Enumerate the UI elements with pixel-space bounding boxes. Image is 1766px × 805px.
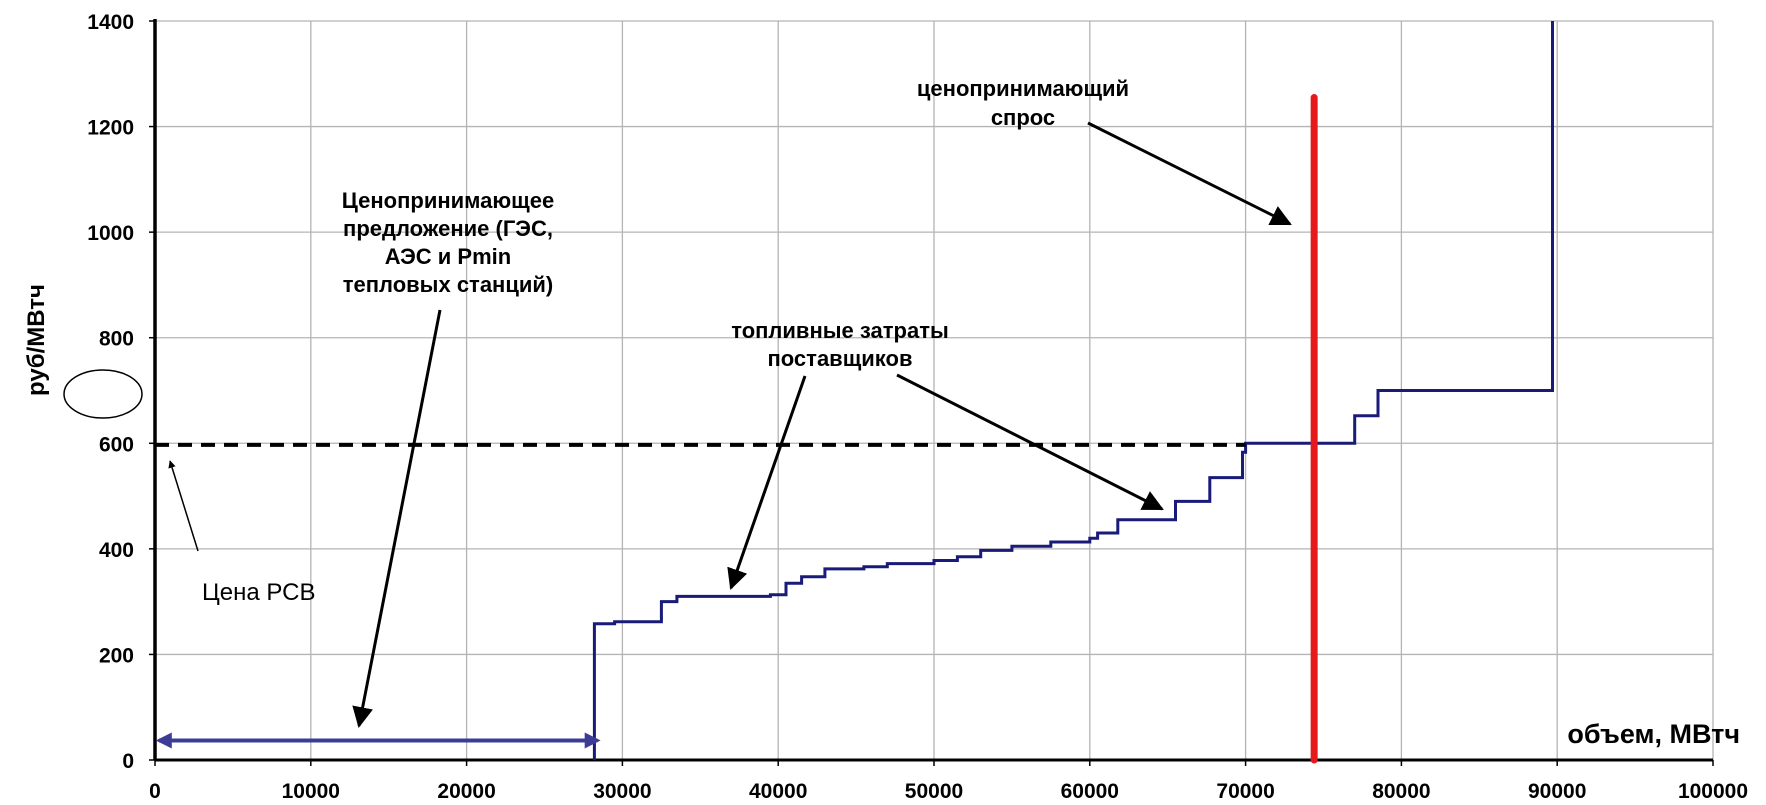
x-tick-label: 60000	[1061, 780, 1119, 803]
demand-annotation-line-1: ценопринимающий	[917, 76, 1129, 101]
demand-annotation-line-2: спрос	[991, 105, 1055, 130]
y-tick-label: 600	[99, 433, 134, 456]
fuel-annotation-line-1: топливные затраты	[731, 318, 949, 343]
x-tick-label: 80000	[1372, 780, 1430, 803]
price-annotation-label: Цена РСВ	[202, 579, 315, 606]
y-tick-label: 800	[99, 328, 134, 351]
x-axis-label: объем, МВтч	[1567, 719, 1740, 749]
y-tick-labels: 0 200 400 600 800 1000 1200 1400	[87, 11, 134, 773]
x-tick-label: 90000	[1528, 780, 1586, 803]
x-tick-label: 70000	[1216, 780, 1274, 803]
x-tick-label: 0	[149, 780, 161, 803]
y-axis-label: руб/МВтч	[23, 284, 50, 396]
y-tick-label: 400	[99, 539, 134, 562]
x-tick-label: 20000	[437, 780, 495, 803]
x-tick-labels: 0 10000 20000 30000 40000 50000 60000 70000 8000…	[149, 780, 1748, 803]
price-annotation: Цена РСВ	[168, 460, 315, 606]
price-arrow	[168, 460, 199, 552]
offer-arrow	[352, 309, 442, 729]
offer-annotation-line-1: Ценопринимающее	[342, 188, 554, 213]
offer-annotation-line-3: АЭС и Pmin	[385, 244, 511, 269]
x-tick-label: 100000	[1678, 780, 1748, 803]
fuel-annotation: топливные затраты поставщиков	[727, 318, 1164, 590]
gridlines	[155, 20, 1714, 760]
x-tick-label: 40000	[749, 780, 807, 803]
y-tick-label: 1000	[87, 222, 134, 245]
axes	[149, 19, 1714, 766]
x-tick-label: 10000	[282, 780, 340, 803]
demand-arrow	[1087, 121, 1292, 226]
fuel-annotation-line-2: поставщиков	[768, 346, 913, 371]
demand-annotation: ценопринимающий спрос	[917, 76, 1292, 226]
y-tick-label: 1200	[87, 117, 134, 140]
x-tick-label: 50000	[905, 780, 963, 803]
offer-annotation-line-4: тепловых станций)	[343, 272, 554, 297]
fuel-arrow-left	[727, 375, 807, 590]
supply-curve	[592, 21, 1554, 760]
offer-annotation-line-2: предложение (ГЭС,	[343, 216, 553, 241]
series-layer	[155, 21, 1554, 764]
x-tick-label: 30000	[593, 780, 651, 803]
y-tick-label: 1400	[87, 11, 134, 34]
offer-annotation: Ценопринимающее предложение (ГЭС, АЭС и …	[342, 188, 554, 729]
y-tick-label: 0	[122, 750, 134, 773]
price-tick-highlight	[63, 369, 143, 419]
y-tick-label: 200	[99, 644, 134, 667]
fuel-arrow-right	[896, 373, 1164, 511]
